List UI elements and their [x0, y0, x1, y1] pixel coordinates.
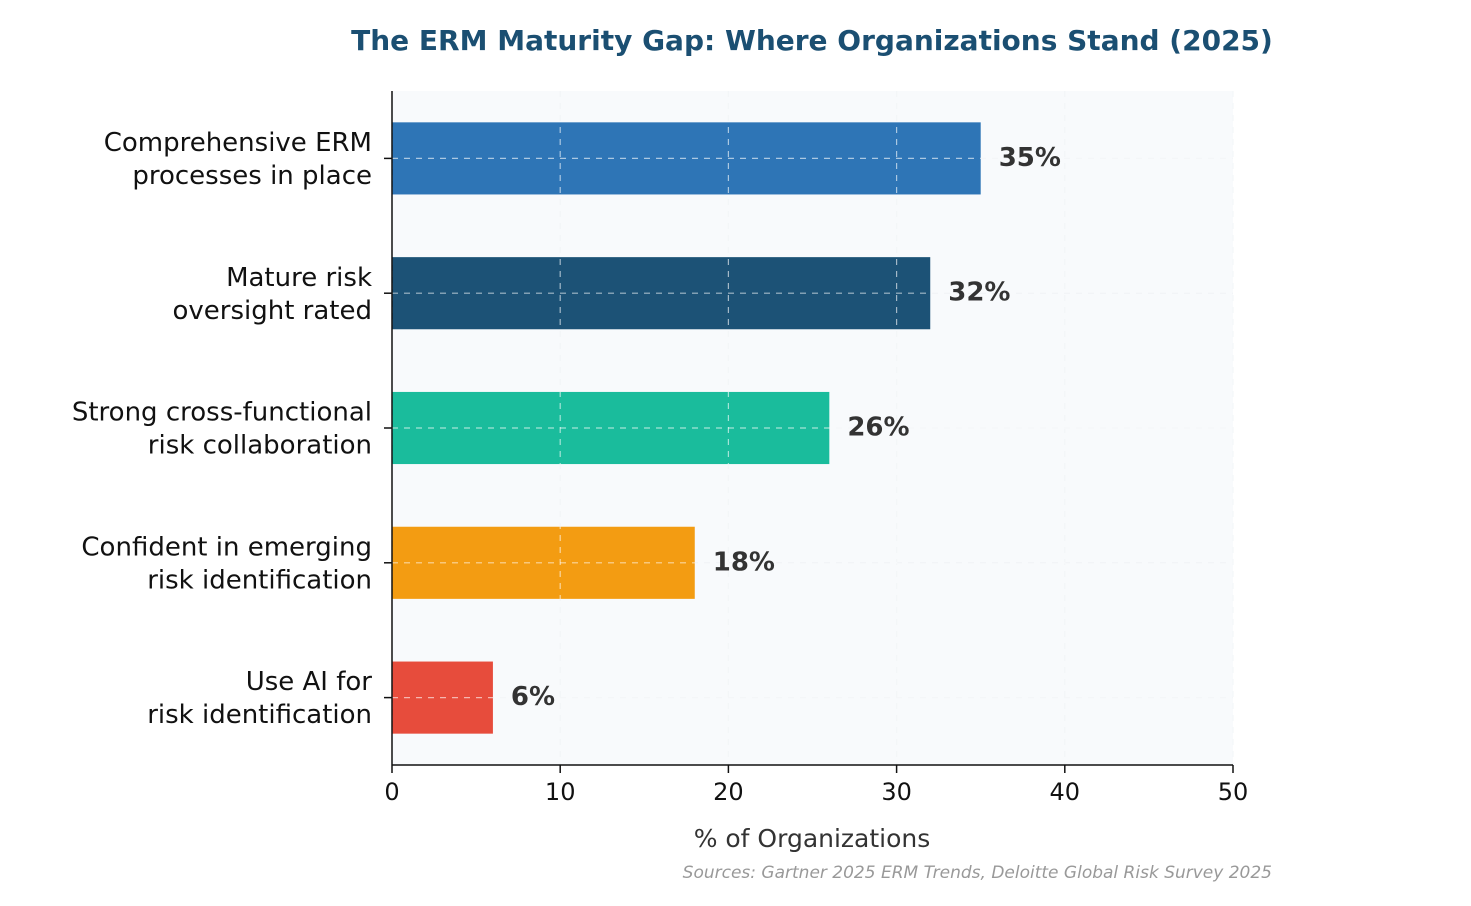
- x-tick-label-3: 30: [881, 778, 912, 806]
- y-tick-label-3-line-0: Confident in emerging: [81, 532, 372, 562]
- value-labels-layer: 35% 32% 26% 18% 6%: [511, 143, 1061, 712]
- y-tick-label-2-line-1: risk collaboration: [148, 431, 372, 461]
- y-tick-label-2: Strong cross-functional risk collaboratio…: [72, 398, 372, 461]
- ticks-layer: 0 10 20 30 40 50 Comprehensive ERM processes in…: [72, 128, 1248, 806]
- value-label-2: 26%: [847, 413, 909, 443]
- y-tick-label-4-line-1: risk identification: [147, 700, 372, 730]
- y-tick-label-3-line-1: risk identification: [147, 565, 372, 595]
- y-tick-label-0: Comprehensive ERM processes in place: [104, 128, 372, 191]
- grid-overlay-layer: [391, 91, 1234, 765]
- value-label-0: 35%: [999, 143, 1061, 173]
- x-tick-label-4: 40: [1050, 778, 1081, 806]
- value-label-3: 18%: [713, 547, 775, 577]
- y-tick-label-2-line-0: Strong cross-functional: [72, 398, 372, 428]
- chart-title: The ERM Maturity Gap: Where Organization…: [351, 24, 1273, 57]
- x-axis-label: % of Organizations: [694, 824, 931, 853]
- source-note: Sources: Gartner 2025 ERM Trends, Deloit…: [683, 863, 1272, 883]
- x-tick-label-5: 50: [1218, 778, 1249, 806]
- y-tick-label-1: Mature risk oversight rated: [172, 263, 372, 326]
- value-label-4: 6%: [511, 682, 555, 712]
- y-tick-label-1-line-0: Mature risk: [226, 263, 372, 293]
- y-tick-label-1-line-1: oversight rated: [172, 296, 372, 326]
- x-tick-label-0: 0: [384, 778, 399, 806]
- y-tick-label-0-line-0: Comprehensive ERM: [104, 128, 372, 158]
- y-tick-label-4-line-0: Use AI for: [246, 667, 373, 697]
- y-tick-label-3: Confident in emerging risk identification: [81, 532, 372, 595]
- x-tick-label-1: 10: [545, 778, 576, 806]
- value-label-1: 32%: [948, 278, 1010, 308]
- y-tick-label-0-line-1: processes in place: [132, 161, 372, 191]
- y-tick-label-4: Use AI for risk identification: [147, 667, 372, 730]
- x-tick-label-2: 20: [713, 778, 744, 806]
